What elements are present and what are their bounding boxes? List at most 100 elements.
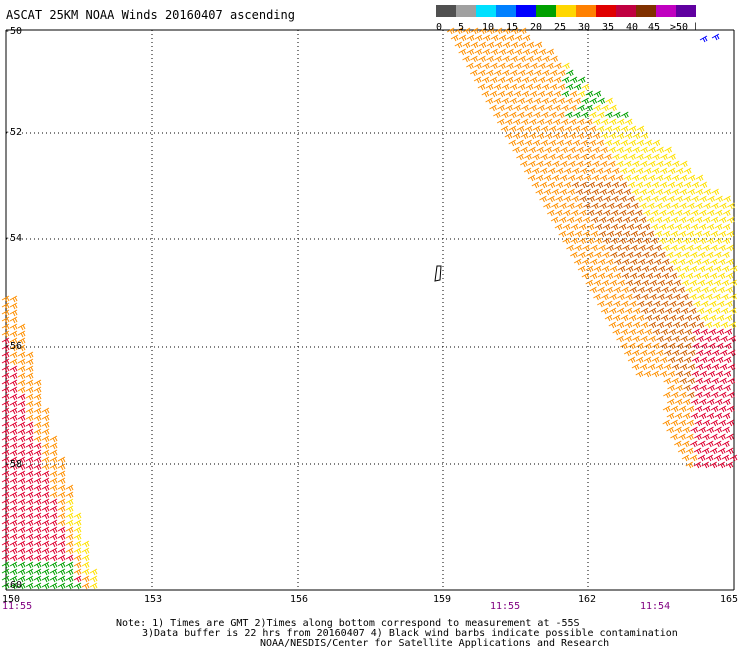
wind-barb bbox=[9, 428, 18, 436]
wind-barb bbox=[49, 477, 58, 485]
wind-barb bbox=[505, 104, 513, 112]
wind-barb bbox=[728, 321, 737, 329]
wind-barb bbox=[721, 279, 730, 287]
lon-label-150: 150 bbox=[2, 594, 21, 605]
wind-barb bbox=[25, 456, 34, 464]
wind-barb bbox=[529, 104, 537, 112]
wind-barb bbox=[627, 356, 636, 364]
wind-barb bbox=[1, 575, 10, 583]
wind-barb bbox=[557, 111, 565, 119]
wind-barb bbox=[618, 237, 627, 245]
wind-barb bbox=[567, 174, 576, 182]
wind-barb bbox=[727, 391, 735, 399]
wind-barb bbox=[706, 426, 714, 434]
wind-barb bbox=[541, 69, 550, 77]
wind-barb bbox=[632, 335, 640, 343]
wind-barb bbox=[722, 251, 730, 259]
wind-barb bbox=[574, 244, 582, 252]
wind-barb bbox=[635, 181, 644, 189]
wind-barb bbox=[1, 393, 10, 401]
wind-barb bbox=[33, 477, 42, 485]
wind-barb bbox=[73, 575, 82, 583]
wind-barb bbox=[722, 412, 731, 420]
wind-barb bbox=[9, 414, 18, 422]
wind-barb bbox=[715, 370, 724, 378]
wind-barb bbox=[678, 244, 686, 252]
wind-barb bbox=[667, 370, 676, 378]
wind-barb bbox=[674, 209, 683, 217]
lat-label-50: -50 bbox=[4, 26, 23, 37]
wind-barb bbox=[610, 251, 618, 259]
wind-barb bbox=[17, 393, 26, 401]
wind-barb bbox=[685, 258, 694, 266]
wind-barb bbox=[652, 139, 661, 147]
wind-barb bbox=[539, 195, 547, 203]
wind-barb bbox=[727, 363, 736, 371]
wind-barb bbox=[697, 265, 706, 273]
wind-barb bbox=[57, 491, 66, 499]
wind-barb bbox=[473, 76, 482, 84]
wind-barb bbox=[651, 167, 660, 175]
wind-barb bbox=[594, 209, 603, 217]
wind-barb bbox=[664, 160, 672, 168]
wind-barb bbox=[616, 307, 625, 315]
wind-barb bbox=[602, 251, 610, 259]
wind-barb bbox=[33, 456, 42, 464]
wind-barb bbox=[588, 139, 597, 147]
wind-barb bbox=[703, 391, 711, 399]
wind-barb bbox=[711, 202, 719, 210]
wind-barb bbox=[25, 365, 34, 373]
wind-barb bbox=[575, 174, 584, 182]
wind-barb bbox=[540, 125, 549, 133]
wind-barb bbox=[9, 323, 18, 331]
wind-barb bbox=[664, 321, 673, 329]
wind-barb bbox=[704, 321, 713, 329]
wind-barb bbox=[81, 561, 90, 569]
wind-barb bbox=[551, 188, 560, 196]
wind-barb bbox=[594, 223, 603, 231]
wind-barb bbox=[709, 447, 718, 455]
scale-swatch bbox=[476, 5, 496, 17]
wind-barb bbox=[584, 160, 592, 168]
wind-barb bbox=[558, 230, 567, 238]
wind-barb bbox=[65, 526, 74, 534]
wind-barb bbox=[639, 349, 648, 357]
wind-barb bbox=[623, 202, 631, 210]
wind-barb bbox=[25, 386, 34, 394]
wind-barb bbox=[641, 265, 650, 273]
wind-barb bbox=[518, 27, 527, 35]
wind-barb bbox=[462, 55, 470, 63]
wind-barb bbox=[728, 335, 736, 343]
wind-barb bbox=[717, 461, 726, 469]
wind-barb bbox=[623, 188, 632, 196]
wind-barb bbox=[17, 365, 26, 373]
wind-barb bbox=[644, 328, 653, 336]
wind-barb bbox=[637, 272, 646, 280]
wind-barb bbox=[612, 125, 621, 133]
wind-barb bbox=[526, 55, 534, 63]
wind-barb bbox=[672, 335, 680, 343]
wind-barb bbox=[572, 125, 581, 133]
wind-barb bbox=[25, 477, 34, 485]
wind-barb bbox=[535, 188, 544, 196]
wind-barb bbox=[631, 174, 640, 182]
wind-barb bbox=[640, 321, 649, 329]
wind-barb bbox=[690, 398, 699, 406]
wind-barb bbox=[1, 309, 10, 317]
wind-barb bbox=[9, 540, 18, 548]
wind-barb bbox=[17, 330, 26, 338]
wind-barb bbox=[632, 321, 641, 329]
wind-barb bbox=[654, 230, 663, 238]
wind-barb bbox=[727, 349, 736, 357]
wind-barb bbox=[683, 384, 691, 392]
wind-barb bbox=[572, 153, 580, 161]
wind-barb bbox=[594, 237, 603, 245]
wind-barb bbox=[497, 90, 506, 98]
wind-barb bbox=[718, 230, 727, 238]
wind-barb bbox=[639, 174, 648, 182]
wind-barb bbox=[549, 111, 557, 119]
wind-barb bbox=[81, 575, 90, 583]
wind-barb bbox=[679, 202, 687, 210]
wind-barb bbox=[600, 307, 609, 315]
wind-barb bbox=[578, 209, 587, 217]
